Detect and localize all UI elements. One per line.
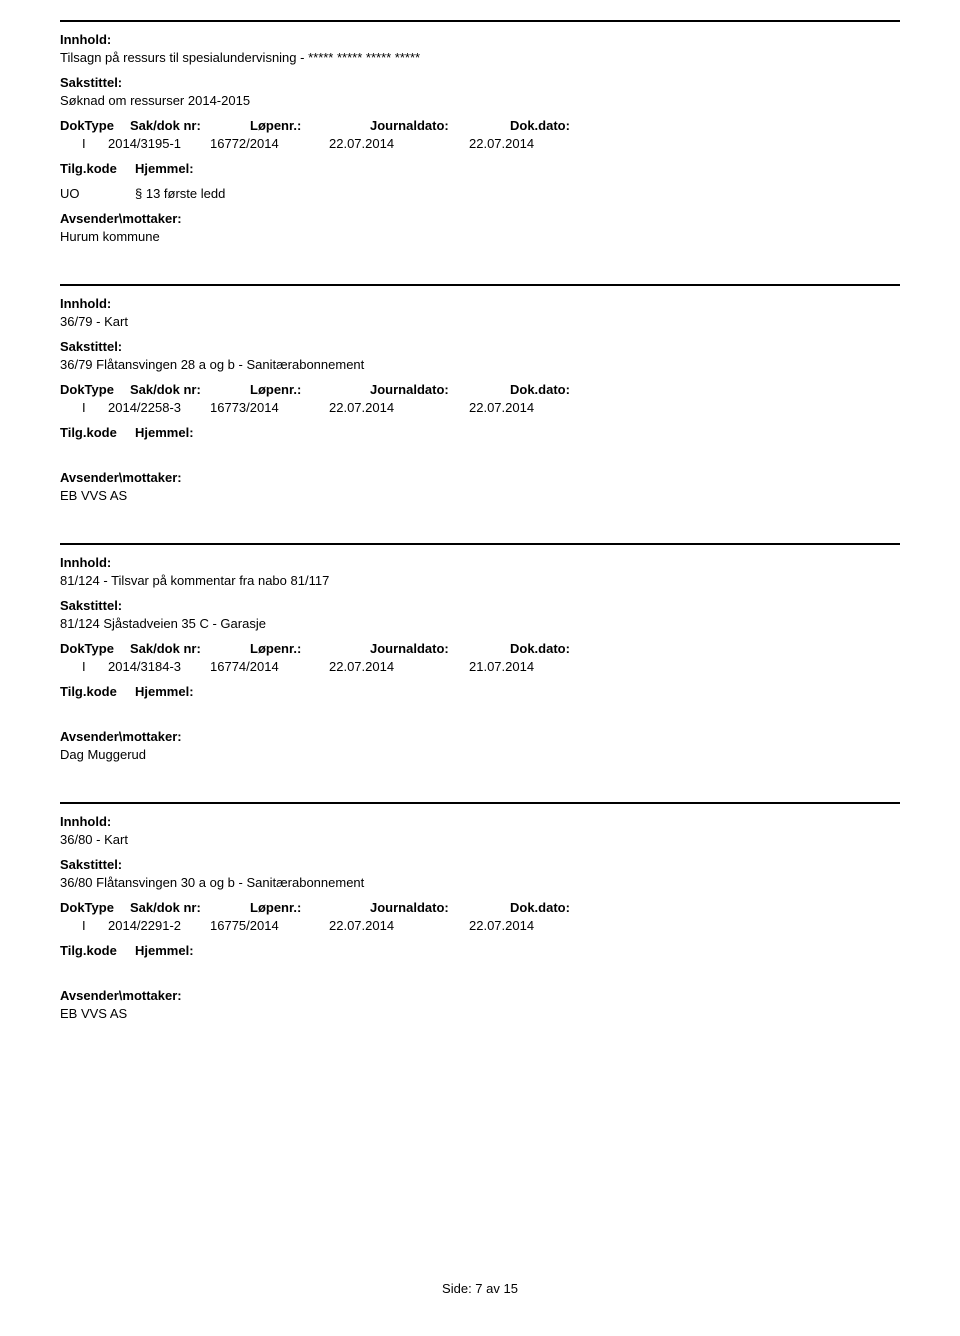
lopenr-header: Løpenr.: xyxy=(250,118,370,133)
sakstittel-value: Søknad om ressurser 2014-2015 xyxy=(60,93,900,108)
avsender-label: Avsender\mottaker: xyxy=(60,988,900,1003)
sakstittel-label: Sakstittel: xyxy=(60,75,900,90)
tilg-header-row: Tilg.kode Hjemmel: xyxy=(60,425,900,440)
hjemmel-value: § 13 første ledd xyxy=(135,186,225,201)
dokdato-value: 22.07.2014 xyxy=(469,400,589,415)
avsender-value: Dag Muggerud xyxy=(60,747,900,762)
hjemmel-label: Hjemmel: xyxy=(135,943,194,958)
journaldato-value: 22.07.2014 xyxy=(329,659,469,674)
avsender-value: EB VVS AS xyxy=(60,488,900,503)
sakdok-value: 2014/2291-2 xyxy=(90,918,210,933)
column-headers: DokType Sak/dok nr: Løpenr.: Journaldato… xyxy=(60,118,900,133)
data-row: I 2014/3195-1 16772/2014 22.07.2014 22.0… xyxy=(60,136,900,151)
journaldato-header: Journaldato: xyxy=(370,118,510,133)
innhold-value: 81/124 - Tilsvar på kommentar fra nabo 8… xyxy=(60,573,900,588)
sakdok-header: Sak/dok nr: xyxy=(130,900,250,915)
avsender-value: Hurum kommune xyxy=(60,229,900,244)
sakstittel-value: 36/79 Flåtansvingen 28 a og b - Sanitæra… xyxy=(60,357,900,372)
lopenr-value: 16775/2014 xyxy=(210,918,329,933)
tilgkode-label: Tilg.kode xyxy=(60,943,135,958)
sakstittel-label: Sakstittel: xyxy=(60,598,900,613)
hjemmel-label: Hjemmel: xyxy=(135,684,194,699)
innhold-value: Tilsagn på ressurs til spesialundervisni… xyxy=(60,50,900,65)
sakdok-value: 2014/2258-3 xyxy=(90,400,210,415)
sakstittel-label: Sakstittel: xyxy=(60,857,900,872)
tilgkode-label: Tilg.kode xyxy=(60,684,135,699)
innhold-value: 36/79 - Kart xyxy=(60,314,900,329)
lopenr-value: 16773/2014 xyxy=(210,400,329,415)
journal-entry: Innhold: 81/124 - Tilsvar på kommentar f… xyxy=(60,543,900,802)
journaldato-header: Journaldato: xyxy=(370,641,510,656)
spacer xyxy=(60,709,900,729)
data-row: I 2014/2291-2 16775/2014 22.07.2014 22.0… xyxy=(60,918,900,933)
spacer xyxy=(60,450,900,470)
sakdok-header: Sak/dok nr: xyxy=(130,118,250,133)
doktype-header: DokType xyxy=(60,382,130,397)
hjemmel-label: Hjemmel: xyxy=(135,425,194,440)
sakdok-header: Sak/dok nr: xyxy=(130,641,250,656)
lopenr-header: Løpenr.: xyxy=(250,900,370,915)
journaldato-value: 22.07.2014 xyxy=(329,918,469,933)
journaldato-header: Journaldato: xyxy=(370,382,510,397)
avsender-value: EB VVS AS xyxy=(60,1006,900,1021)
tilg-header-row: Tilg.kode Hjemmel: xyxy=(60,161,900,176)
innhold-value: 36/80 - Kart xyxy=(60,832,900,847)
tilg-header-row: Tilg.kode Hjemmel: xyxy=(60,684,900,699)
dokdato-header: Dok.dato: xyxy=(510,118,630,133)
doktype-value: I xyxy=(60,400,90,415)
journal-entry: Innhold: 36/79 - Kart Sakstittel: 36/79 … xyxy=(60,284,900,543)
dokdato-header: Dok.dato: xyxy=(510,382,630,397)
sakdok-value: 2014/3195-1 xyxy=(90,136,210,151)
sakstittel-value: 81/124 Sjåstadveien 35 C - Garasje xyxy=(60,616,900,631)
lopenr-value: 16774/2014 xyxy=(210,659,329,674)
dokdato-value: 21.07.2014 xyxy=(469,659,589,674)
sakdok-header: Sak/dok nr: xyxy=(130,382,250,397)
tilg-value-row: UO § 13 første ledd xyxy=(60,186,900,201)
doktype-header: DokType xyxy=(60,641,130,656)
innhold-label: Innhold: xyxy=(60,814,900,829)
sakdok-value: 2014/3184-3 xyxy=(90,659,210,674)
column-headers: DokType Sak/dok nr: Løpenr.: Journaldato… xyxy=(60,382,900,397)
lopenr-header: Løpenr.: xyxy=(250,382,370,397)
journal-entry: Innhold: Tilsagn på ressurs til spesialu… xyxy=(60,20,900,284)
dokdato-header: Dok.dato: xyxy=(510,641,630,656)
doktype-header: DokType xyxy=(60,900,130,915)
lopenr-header: Løpenr.: xyxy=(250,641,370,656)
data-row: I 2014/2258-3 16773/2014 22.07.2014 22.0… xyxy=(60,400,900,415)
sakstittel-value: 36/80 Flåtansvingen 30 a og b - Sanitæra… xyxy=(60,875,900,890)
innhold-label: Innhold: xyxy=(60,32,900,47)
journaldato-value: 22.07.2014 xyxy=(329,136,469,151)
dokdato-value: 22.07.2014 xyxy=(469,136,589,151)
tilg-header-row: Tilg.kode Hjemmel: xyxy=(60,943,900,958)
dokdato-header: Dok.dato: xyxy=(510,900,630,915)
data-row: I 2014/3184-3 16774/2014 22.07.2014 21.0… xyxy=(60,659,900,674)
avsender-label: Avsender\mottaker: xyxy=(60,729,900,744)
column-headers: DokType Sak/dok nr: Løpenr.: Journaldato… xyxy=(60,900,900,915)
page-footer: Side: 7 av 15 xyxy=(60,1281,900,1296)
doktype-header: DokType xyxy=(60,118,130,133)
sakstittel-label: Sakstittel: xyxy=(60,339,900,354)
doktype-value: I xyxy=(60,659,90,674)
innhold-label: Innhold: xyxy=(60,296,900,311)
lopenr-value: 16772/2014 xyxy=(210,136,329,151)
tilgkode-label: Tilg.kode xyxy=(60,161,135,176)
avsender-label: Avsender\mottaker: xyxy=(60,470,900,485)
doktype-value: I xyxy=(60,136,90,151)
tilgkode-label: Tilg.kode xyxy=(60,425,135,440)
doktype-value: I xyxy=(60,918,90,933)
column-headers: DokType Sak/dok nr: Løpenr.: Journaldato… xyxy=(60,641,900,656)
journaldato-header: Journaldato: xyxy=(370,900,510,915)
hjemmel-label: Hjemmel: xyxy=(135,161,194,176)
avsender-label: Avsender\mottaker: xyxy=(60,211,900,226)
dokdato-value: 22.07.2014 xyxy=(469,918,589,933)
tilgcode-value: UO xyxy=(60,186,135,201)
spacer xyxy=(60,968,900,988)
journal-entry: Innhold: 36/80 - Kart Sakstittel: 36/80 … xyxy=(60,802,900,1061)
innhold-label: Innhold: xyxy=(60,555,900,570)
journaldato-value: 22.07.2014 xyxy=(329,400,469,415)
